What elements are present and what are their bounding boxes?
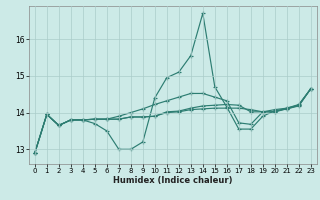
X-axis label: Humidex (Indice chaleur): Humidex (Indice chaleur): [113, 176, 233, 185]
